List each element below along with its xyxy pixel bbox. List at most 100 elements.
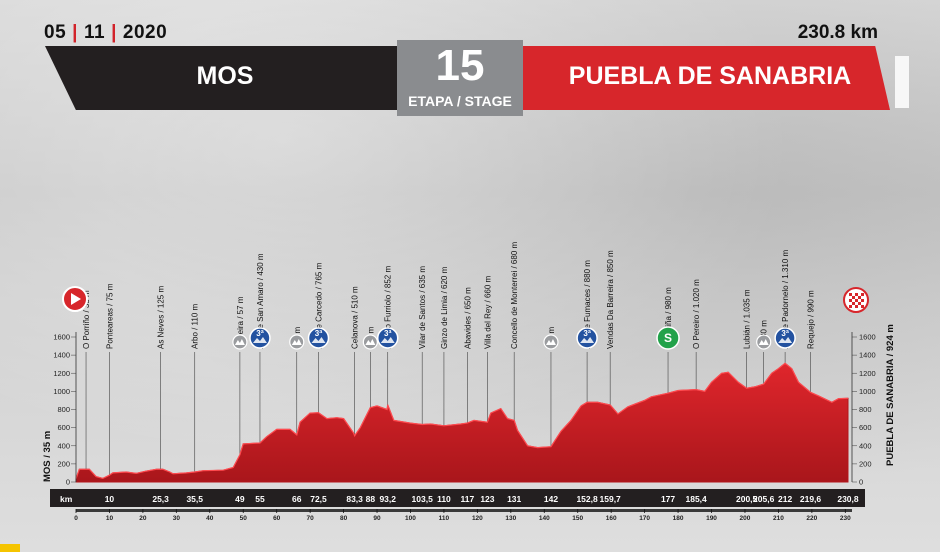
distance-mark: 93,2 [379, 494, 396, 504]
y-tick-left: 0 [66, 478, 70, 487]
svg-text:3ª: 3ª [256, 329, 263, 338]
x-tick-label: 120 [472, 515, 483, 522]
distance-mark: 177 [661, 494, 675, 504]
svg-text:3ª: 3ª [583, 329, 590, 338]
landmark-label: Abavides / 650 m [463, 287, 472, 349]
distance-mark: 88 [366, 494, 376, 504]
landmark-label: Celanova / 510 m [351, 286, 360, 349]
x-tick-label: 40 [206, 515, 214, 522]
landmark-label: Requejo / 990 m [807, 290, 816, 349]
distance-mark: 131 [507, 494, 521, 504]
x-tick-label: 170 [639, 515, 650, 522]
kom-3rd-category-icon: 3ª [307, 327, 330, 349]
finish-town: PUEBLA DE SANABRIA [568, 62, 852, 90]
y-tick-right: 1400 [859, 351, 876, 360]
distance-mark: 35,5 [186, 494, 203, 504]
landmark-label: Vendas Da Barreira / 850 m [606, 250, 615, 349]
edge-tab [895, 56, 909, 108]
svg-text:3ª: 3ª [315, 329, 322, 338]
landmark-label: Alto de Carcedo / 765 m [315, 262, 324, 349]
y-tick-right: 600 [859, 423, 872, 432]
distance-mark: 110 [437, 494, 451, 504]
x-tick-label: 140 [539, 515, 550, 522]
distance-mark: 117 [460, 494, 474, 504]
distance-mark: 230,8 [837, 494, 859, 504]
corner-mark [0, 544, 20, 552]
distance-mark: 152,8 [576, 494, 598, 504]
scale-ruler [76, 509, 852, 512]
start-banner [45, 46, 431, 110]
x-tick-label: 90 [373, 515, 381, 522]
y-tick-left: 600 [57, 423, 70, 432]
distance-mark: 66 [292, 494, 302, 504]
y-label-right: PUEBLA DE SANABRIA / 924 m [885, 324, 896, 466]
landmark-label: Lubián / 1.035 m [743, 289, 752, 349]
y-tick-left: 1200 [53, 369, 70, 378]
svg-text:3ª: 3ª [384, 329, 391, 338]
distance-mark: 49 [235, 494, 245, 504]
y-tick-right: 1200 [859, 369, 876, 378]
landmark-label: Alto de San Amaro / 430 m [256, 253, 265, 349]
x-tick-label: 0 [74, 515, 78, 522]
x-tick-label: 230 [840, 515, 851, 522]
finish-banner [520, 46, 890, 110]
landmark-label: Alto de Padornelo / 1.310 m [781, 249, 790, 349]
landmark-label: Villa del Rey / 660 m [483, 275, 492, 349]
distance-mark: 200,5 [736, 494, 758, 504]
finish-flag-icon [843, 287, 869, 313]
x-tick-label: 70 [307, 515, 315, 522]
stage-number: 15 [435, 41, 485, 90]
y-tick-left: 1600 [53, 333, 70, 342]
y-tick-right: 800 [859, 405, 872, 414]
x-tick-label: 150 [572, 515, 583, 522]
landmark-label: As Neves / 125 m [157, 286, 166, 349]
distance-mark: 219,6 [800, 494, 822, 504]
distance-mark: 205,6 [753, 494, 775, 504]
distance-mark: 83,3 [346, 494, 363, 504]
y-tick-left: 200 [57, 459, 70, 468]
kom-3rd-category-icon: 3ª [249, 327, 271, 349]
x-tick-label: 50 [240, 515, 248, 522]
x-tick-label: 110 [439, 515, 450, 522]
kom-3rd-category-icon: 3ª [376, 327, 399, 349]
distance-mark: 142 [544, 494, 558, 504]
x-tick-label: 10 [106, 515, 114, 522]
x-tick-label: 20 [139, 515, 147, 522]
distance-mark: 103,5 [412, 494, 434, 504]
y-tick-right: 0 [859, 478, 863, 487]
y-tick-right: 1600 [859, 333, 876, 342]
km-label: km [60, 494, 73, 504]
distance-mark: 55 [255, 494, 265, 504]
distance-bar [50, 489, 865, 507]
distance-mark: 10 [105, 494, 115, 504]
y-tick-right: 1000 [859, 387, 876, 396]
x-tick-label: 60 [273, 515, 281, 522]
stage-distance: 230.8 km [797, 22, 878, 43]
sprint-icon: S [656, 326, 680, 350]
x-tick-label: 130 [505, 515, 516, 522]
distance-mark: 212 [778, 494, 792, 504]
x-tick-label: 210 [773, 515, 784, 522]
climb-icon [232, 334, 248, 350]
x-tick-label: 30 [173, 515, 181, 522]
landmark-label: Ponteareas / 75 m [105, 283, 114, 349]
climb-icon [756, 334, 772, 350]
distance-mark: 185,4 [685, 494, 707, 504]
y-tick-right: 200 [859, 459, 872, 468]
svg-text:3ª: 3ª [781, 329, 788, 338]
landmark-label: O Porriño / 35 m [82, 290, 91, 349]
distance-mark: 25,3 [152, 494, 169, 504]
kom-3rd-category-icon: 3ª [576, 327, 598, 349]
landmark-label: 1.080 m [760, 320, 769, 349]
landmark-label: O Pereiro / 1.020 m [692, 279, 701, 349]
climb-icon [289, 334, 305, 350]
y-tick-right: 400 [859, 441, 872, 450]
x-tick-label: 160 [606, 515, 617, 522]
x-tick-label: 200 [740, 515, 751, 522]
svg-text:S: S [664, 331, 672, 345]
landmark-label: Arbo / 110 m [191, 303, 200, 349]
y-tick-left: 1000 [53, 387, 70, 396]
profile-area [75, 362, 849, 483]
climb-icon [362, 334, 378, 350]
